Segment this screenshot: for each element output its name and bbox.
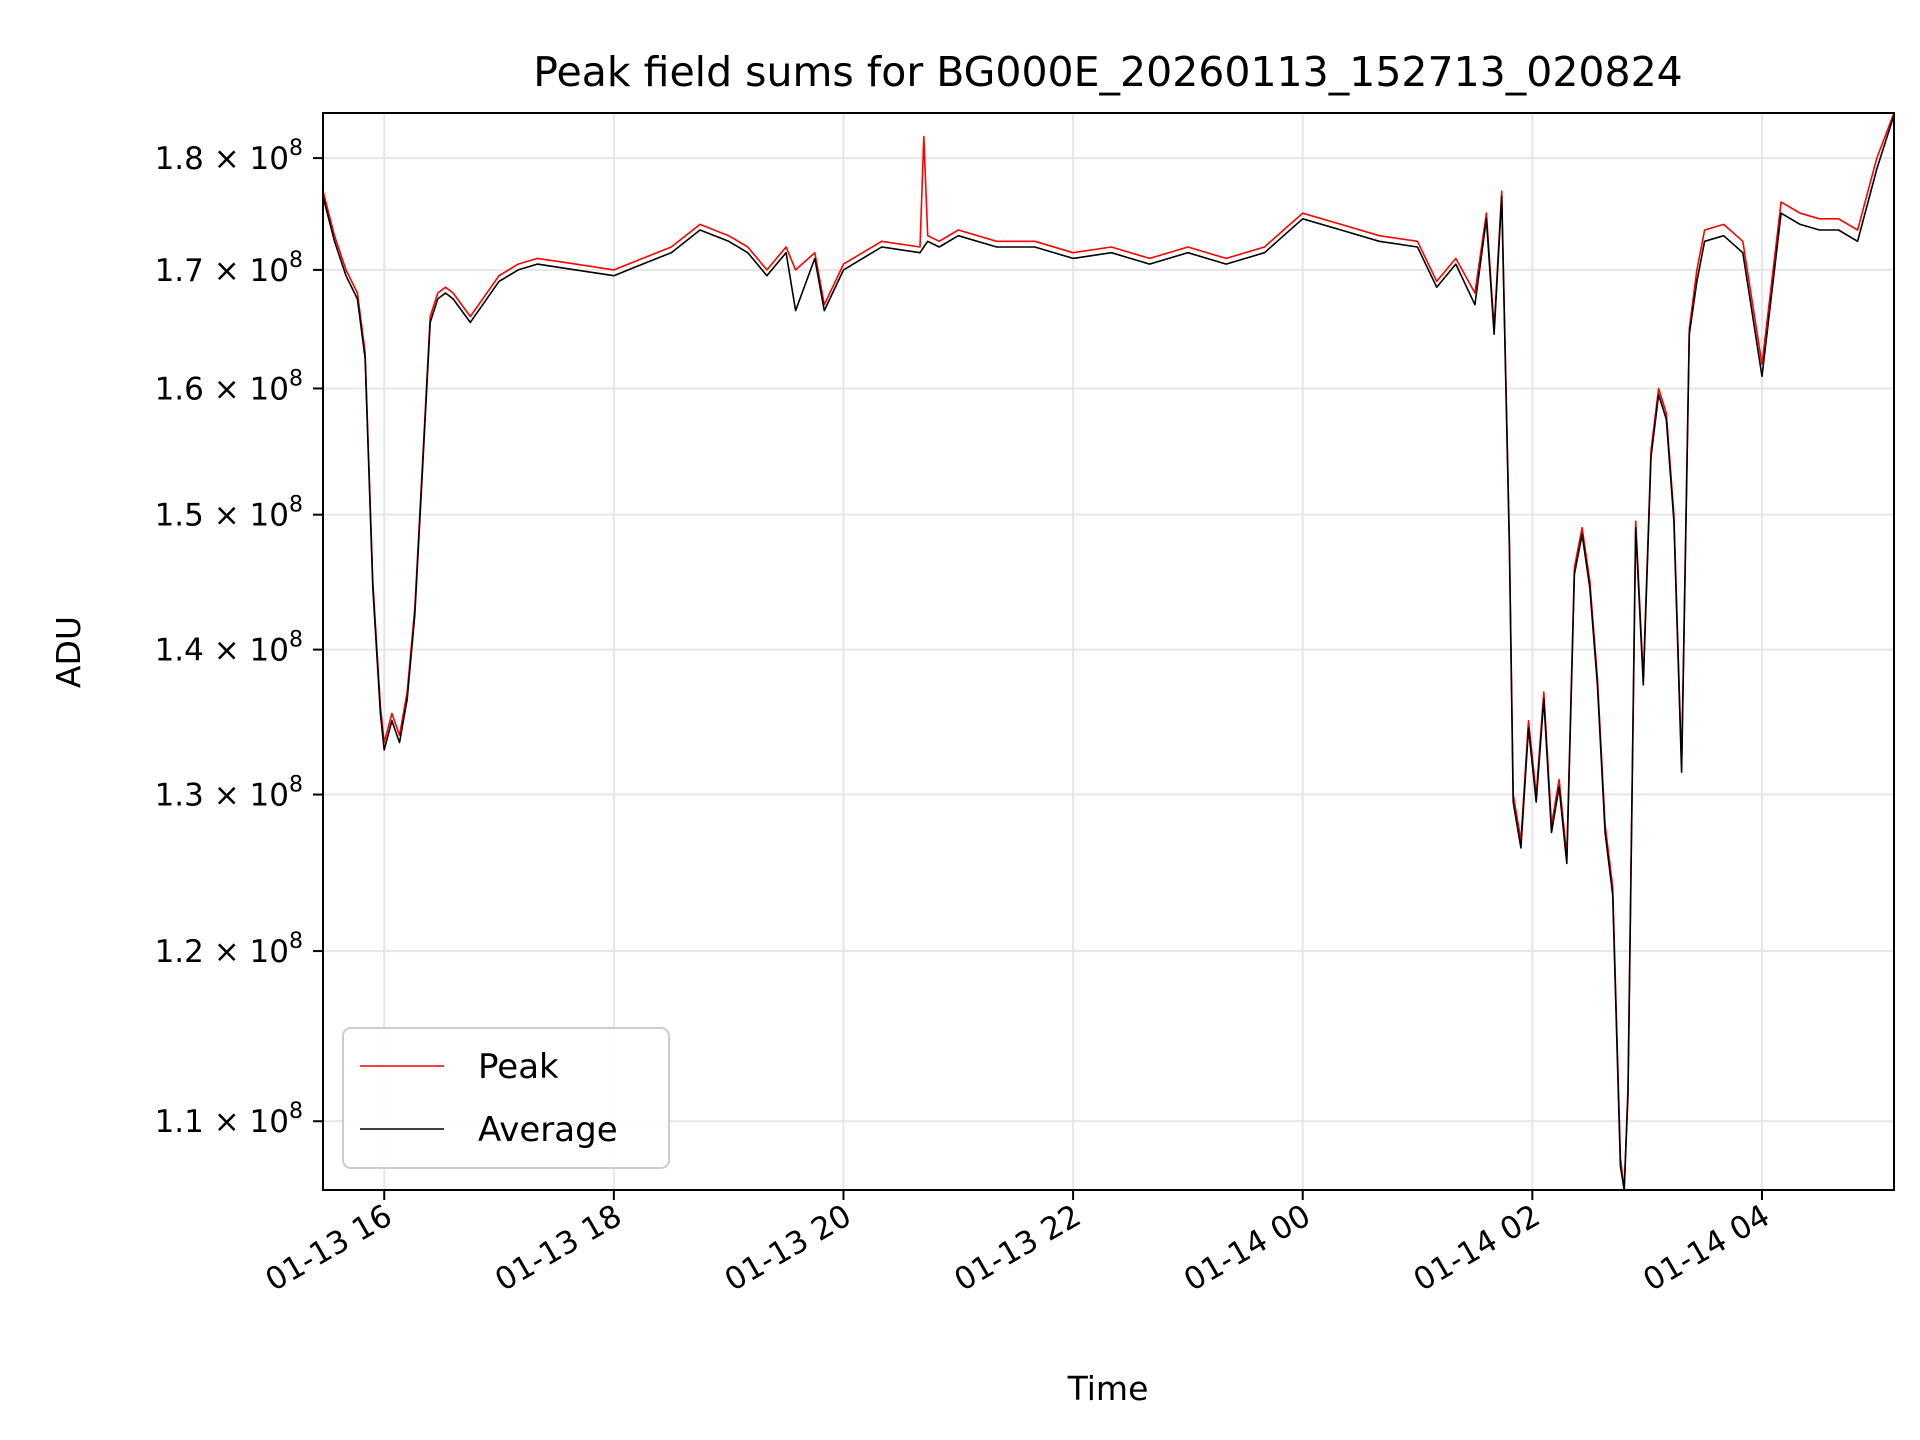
y-tick-label: 1.2 × 108 (155, 929, 303, 970)
y-tick-label: 1.3 × 108 (155, 773, 303, 814)
grid (323, 113, 1894, 1190)
legend-label-average: Average (478, 1110, 618, 1150)
legend-label-peak: Peak (478, 1047, 559, 1087)
y-axis-title: ADU (49, 616, 88, 688)
y-tick-label: 1.4 × 108 (155, 628, 303, 669)
y-tick-label: 1.7 × 108 (155, 248, 303, 289)
plot-frame (322, 112, 1895, 1191)
series-line-peak (322, 112, 1895, 1191)
y-tick-label: 1.5 × 108 (155, 493, 303, 534)
legend-box (342, 1027, 670, 1169)
y-tick-label: 1.6 × 108 (155, 366, 303, 407)
chart-title: Peak field sums for BG000E_20260113_1527… (533, 48, 1683, 96)
x-axis-title: Time (1067, 1369, 1149, 1408)
series-line-average (322, 114, 1895, 1191)
y-tick-label: 1.1 × 108 (155, 1099, 303, 1140)
series-layer (322, 112, 1895, 1191)
legend: Peak Average (342, 1027, 670, 1169)
y-tick-label: 1.8 × 108 (155, 136, 303, 177)
y-axis: 1.1 × 108 1.2 × 108 1.3 × 108 1.4 × 108 1.5 … (155, 136, 323, 1140)
